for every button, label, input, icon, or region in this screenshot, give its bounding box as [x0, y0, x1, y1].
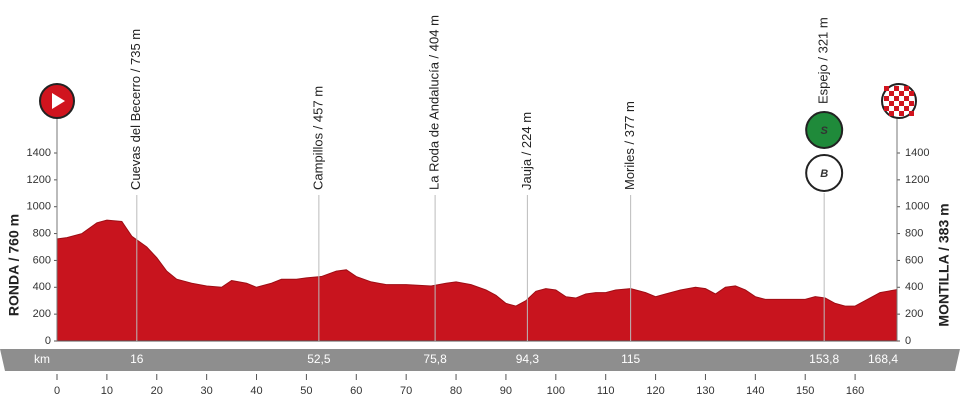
finish-check: [894, 86, 899, 91]
y2-tick-label: 400: [905, 281, 923, 293]
finish-km: 168,4: [868, 352, 898, 366]
finish-check: [909, 101, 914, 106]
finish-check: [884, 106, 889, 111]
waypoint-label: Campillos / 457 m: [310, 86, 325, 190]
waypoint-km: 115: [621, 352, 640, 366]
finish-check: [894, 96, 899, 101]
km-unit: km: [34, 352, 50, 366]
elevation-area: [56, 219, 898, 342]
finish-check: [899, 101, 904, 106]
finish-check: [894, 106, 899, 111]
x-tick-label: 0: [54, 385, 60, 397]
y-tick-label: 200: [33, 308, 51, 320]
x-tick-label: 80: [450, 385, 462, 397]
finish-check: [884, 96, 889, 101]
waypoint-label: Moriles / 377 m: [622, 101, 637, 190]
x-tick-label: 50: [300, 385, 312, 397]
y2-tick-label: 1400: [905, 147, 929, 159]
finish-check: [889, 91, 894, 96]
x-tick-label: 120: [646, 385, 664, 397]
y2-tick-label: 800: [905, 227, 923, 239]
y-tick-label: 1200: [27, 174, 51, 186]
badge: [805, 154, 844, 192]
y2-tick-label: 200: [905, 308, 923, 320]
y-tick-label: 800: [33, 227, 51, 239]
waypoint-km: 75,8: [423, 352, 447, 366]
y2-tick-label: 1000: [905, 201, 929, 213]
x-tick-label: 70: [400, 385, 412, 397]
waypoint-km: 94,3: [516, 352, 540, 366]
y2-tick-label: 1200: [905, 174, 929, 186]
finish-check: [904, 86, 909, 91]
waypoint-km: 52,5: [307, 352, 331, 366]
finish-check: [904, 106, 909, 111]
x-tick-label: 130: [696, 385, 714, 397]
waypoint-label: Jauja / 224 m: [519, 112, 534, 190]
waypoint-label: Espejo / 321 m: [816, 17, 831, 104]
x-tick-label: 100: [547, 385, 565, 397]
finish-check: [909, 91, 914, 96]
finish-check: [899, 111, 904, 116]
x-tick-label: 110: [597, 385, 615, 397]
start-label: RONDA / 760 m: [6, 214, 22, 316]
y-tick-label: 400: [33, 281, 51, 293]
badge: [805, 111, 844, 149]
waypoint-km: 153,8: [809, 352, 839, 366]
finish-check: [889, 111, 894, 116]
waypoint-label: La Roda de Andalucía / 404 m: [427, 15, 442, 190]
waypoint-label: Cuevas del Becerro / 735 m: [128, 29, 143, 190]
y2-tick-label: 600: [905, 254, 923, 266]
waypoint-km: 16: [130, 352, 144, 366]
start-arrow: [52, 93, 65, 109]
finish-check: [909, 111, 914, 116]
x-tick-label: 40: [250, 385, 262, 397]
y-tick-label: 600: [33, 254, 51, 266]
finish-check: [884, 86, 889, 91]
x-tick-label: 30: [201, 385, 213, 397]
x-tick-label: 150: [796, 385, 814, 397]
finish-label: MONTILLA / 383 m: [936, 203, 952, 326]
x-tick-label: 90: [500, 385, 512, 397]
x-tick-label: 10: [101, 385, 113, 397]
y-tick-label: 0: [45, 335, 51, 347]
x-tick-label: 160: [846, 385, 864, 397]
y-tick-label: 1000: [27, 201, 51, 213]
y-tick-label: 1400: [27, 147, 51, 159]
badge-letter: S: [821, 125, 829, 137]
x-tick-label: 140: [746, 385, 764, 397]
y2-tick-label: 0: [905, 335, 911, 347]
km-band: [0, 349, 960, 371]
finish-check: [904, 96, 909, 101]
x-tick-label: 20: [151, 385, 163, 397]
finish-check: [889, 101, 894, 106]
finish-check: [899, 91, 904, 96]
badge-letter: B: [820, 168, 828, 180]
x-tick-label: 60: [350, 385, 362, 397]
